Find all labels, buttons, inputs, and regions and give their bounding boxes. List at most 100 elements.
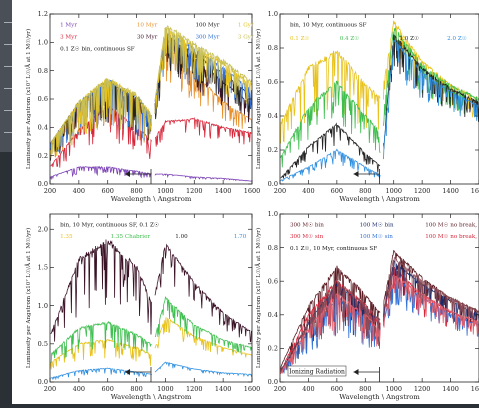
x-tick-label: 1600 (471, 187, 479, 195)
x-tick-label: 400 (73, 187, 85, 195)
legend-label: 2.0 Z☉ (447, 35, 467, 42)
x-tick-label: 200 (274, 385, 286, 393)
x-tick-label: 200 (44, 385, 56, 393)
legend-label: 100 Myr (195, 23, 219, 29)
x-tick-label: 200 (44, 187, 56, 195)
y-tick-label: 1.0 (268, 210, 278, 218)
y-tick-label: 1.5 (38, 264, 48, 272)
ionizing-arrow-head (125, 171, 130, 177)
legend-label: 1.70 (234, 234, 247, 240)
x-tick-label: 1600 (244, 385, 261, 393)
panel-tr: 200 400 600 800 1000 1200 1400 1600 0.0 0.2 0.4 0.6… (254, 10, 479, 203)
ionizing-arrow-head (353, 171, 359, 177)
series-line (280, 20, 479, 144)
legend-label: 100 M☉ no break, bin (425, 221, 479, 228)
series-line (280, 274, 479, 375)
x-axis-label: Wavelength \ Angstrom (111, 195, 192, 203)
legend-label: 100 M☉ sin (360, 233, 394, 240)
legend-label: bin, 10 Myr, continuous SF (290, 23, 367, 29)
legend-label: 1.35 (60, 234, 73, 240)
x-tick-label: 1000 (385, 385, 402, 393)
y-tick-label: 1.0 (38, 302, 48, 310)
series-line (50, 239, 252, 343)
legend-label: 300 Myr (195, 34, 219, 40)
series-line (50, 39, 252, 154)
y-tick-label: 0.0 (268, 378, 278, 386)
series-group (280, 20, 479, 182)
legend-label: 1.0 Z☉ (399, 35, 419, 42)
series-group (280, 249, 479, 375)
panel-tl: 200 400 600 800 1000 1200 1400 1600 0.0 0.2 0.4 0.6… (24, 10, 260, 203)
x-tick-label: 1400 (215, 187, 232, 195)
x-tick-label: 1200 (414, 187, 431, 195)
legend-label: 0.1 Z☉, 10 Myr, continuous SF (290, 245, 377, 252)
y-tick-label: 1.0 (268, 10, 278, 18)
x-tick-label: 1400 (442, 187, 459, 195)
panel-br: 200 400 600 800 1000 1200 1400 1600 0.0 0.2 0.4 0.6… (254, 210, 479, 401)
y-tick-label: 1.2 (38, 10, 48, 18)
legend-label: 3 Myr (60, 34, 77, 40)
series-line (280, 34, 479, 179)
legend-label: 300 M☉ bin (290, 221, 324, 228)
x-axis-label: Wavelength \ Angstrom (339, 393, 420, 401)
y-tick-label: 0.0 (268, 180, 278, 188)
y-axis-label: Luminosity per Angstrom (x10⁷ L☉/Å at 1 … (254, 29, 262, 169)
x-tick-label: 800 (130, 187, 142, 195)
x-tick-label: 400 (302, 187, 314, 195)
ionizing-arrow-head (353, 369, 359, 375)
legend-label: 100 M☉ bin (360, 221, 394, 228)
x-tick-label: 800 (359, 385, 371, 393)
y-tick-label: 0.4 (268, 112, 278, 120)
series-group (50, 239, 252, 381)
x-tick-label: 1000 (157, 385, 174, 393)
legend-label: 300 M☉ sin (290, 233, 324, 240)
legend-label: 0.4 Z☉ (340, 35, 360, 42)
legend-label: 10 Myr (137, 23, 158, 29)
y-tick-label: 0.6 (38, 95, 48, 103)
x-tick-label: 200 (274, 187, 286, 195)
y-tick-label: 2.0 (38, 225, 48, 233)
figure-svg: 200 400 600 800 1000 1200 1400 1600 0.0 0.2 0.4 0.6… (24, 10, 479, 401)
x-tick-label: 1600 (471, 385, 479, 393)
y-tick-label: 0.2 (38, 152, 48, 160)
y-axis-label: Luminosity per Angstrom (x10⁷ L☉/Å at 1 … (24, 29, 32, 169)
x-tick-label: 600 (331, 385, 343, 393)
legend-label: bin, 10 Myr, continuous SF, 0.1 Z☉ (60, 221, 159, 228)
x-tick-label: 1400 (215, 385, 232, 393)
y-tick-label: 0.0 (38, 180, 48, 188)
ionizing-box (287, 365, 347, 377)
series-line (50, 296, 252, 363)
x-tick-label: 1200 (414, 385, 431, 393)
x-tick-label: 800 (130, 385, 142, 393)
y-axis-label: Luminosity per Angstrom (x10⁷ L☉/Å at 1 … (254, 228, 262, 368)
y-tick-label: 0.5 (38, 340, 48, 348)
series-line (50, 25, 252, 156)
legend-label: 1 Myr (60, 23, 77, 29)
y-tick-label: 0.4 (268, 311, 278, 319)
ionizing-label: Ionizing Radiation (289, 369, 345, 376)
legend-label: 1.35 Chabrier (111, 234, 151, 240)
x-tick-label: 800 (359, 187, 371, 195)
y-tick-label: 0.2 (268, 146, 278, 154)
x-tick-label: 600 (102, 385, 114, 393)
x-tick-label: 1000 (385, 187, 402, 195)
legend-label: 3 Gyr (238, 34, 254, 40)
y-tick-label: 0.0 (38, 378, 48, 386)
x-tick-label: 1200 (186, 385, 203, 393)
y-tick-label: 0.4 (38, 124, 48, 132)
x-tick-label: 600 (102, 187, 114, 195)
series-group (50, 25, 252, 182)
y-tick-label: 0.8 (268, 244, 278, 252)
y-tick-label: 1.0 (38, 39, 48, 47)
x-tick-label: 1000 (157, 187, 174, 195)
y-tick-label: 0.6 (268, 78, 278, 86)
panel-bl: 200 400 600 800 1000 1200 1400 1600 0.0 0.5 1.0 1.5… (24, 213, 261, 401)
legend-label: 0.1 Z☉ (290, 35, 310, 42)
legend-label: 100 M☉ no break, sin (425, 233, 479, 240)
x-tick-label: 1200 (186, 187, 203, 195)
y-tick-label: 0.2 (268, 345, 278, 353)
x-tick-label: 400 (302, 385, 314, 393)
y-axis-label: Luminosity per Angstrom (x10⁷ L☉/Å at 1 … (24, 228, 32, 368)
x-tick-label: 1600 (244, 187, 261, 195)
x-tick-label: 1400 (442, 385, 459, 393)
